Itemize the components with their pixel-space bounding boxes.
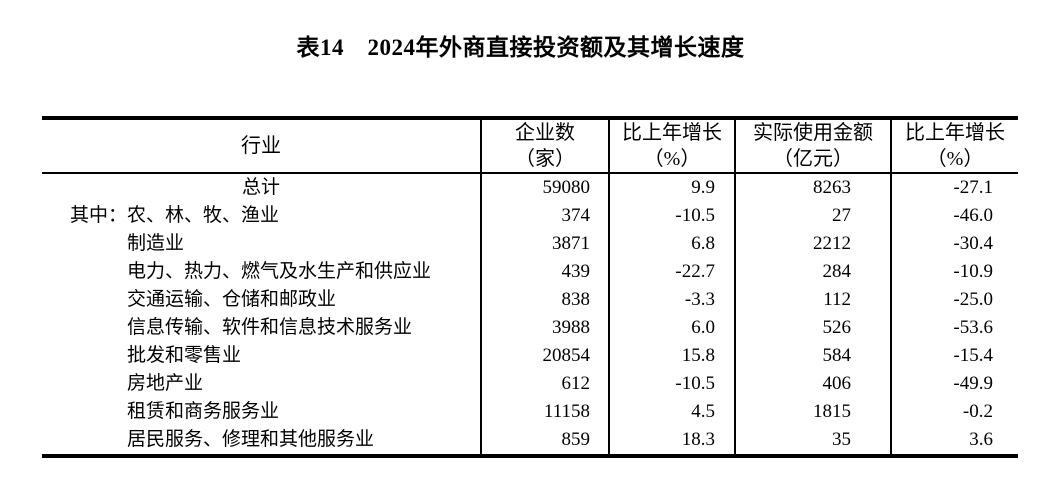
enterprises-cell: 838 (481, 286, 610, 314)
industry-cell: 信息传输、软件和信息技术服务业 (42, 314, 482, 342)
enterprise-growth-cell: 4.5 (609, 398, 736, 426)
enterprise-growth-cell: 6.8 (609, 230, 736, 258)
industry-name: 信息传输、软件和信息技术服务业 (127, 317, 413, 338)
table-row: 电力、热力、燃气及水生产和供应业 439 -22.7 284 -10.9 (42, 258, 1018, 286)
enterprises-cell: 439 (481, 258, 610, 286)
industry-cell: 房地产业 (42, 370, 482, 398)
table-body: 总计 59080 9.9 8263 -27.1 其中：农、林、牧、渔业 374 -10.5 27… (42, 173, 1018, 456)
col-header-label: 企业数 (515, 122, 575, 144)
industry-cell: 批发和零售业 (42, 342, 482, 370)
table-row: 房地产业 612 -10.5 406 -49.9 (42, 370, 1018, 398)
table-row: 居民服务、修理和其他服务业 859 18.3 35 3.6 (42, 426, 1018, 456)
col-header-industry: 行业 (42, 118, 482, 174)
col-header-label: 行业 (241, 135, 281, 157)
page-title: 表14 2024年外商直接投资额及其增长速度 (296, 35, 745, 60)
enterprises-cell: 612 (481, 370, 610, 398)
industry-cell: 交通运输、仓储和邮政业 (42, 286, 482, 314)
amount-cell: 35 (735, 426, 892, 456)
industry-name: 批发和零售业 (127, 345, 242, 366)
amount-cell: 2212 (735, 230, 892, 258)
amount-cell: 8263 (735, 173, 892, 202)
amount-cell: 526 (735, 314, 892, 342)
industry-cell: 总计 (42, 173, 482, 202)
amount-growth-cell: -27.1 (953, 177, 993, 198)
enterprise-growth-cell: -3.3 (609, 286, 736, 314)
enterprise-growth-cell: -10.5 (609, 202, 736, 230)
industry-cell: 租赁和商务服务业 (42, 398, 482, 426)
industry-cell: 其中：农、林、牧、渔业 (42, 202, 482, 230)
amount-cell: 284 (735, 258, 892, 286)
col-header-label: 比上年增长 (622, 122, 722, 144)
table-row: 信息传输、软件和信息技术服务业 3988 6.0 526 -53.6 (42, 314, 1018, 342)
industry-cell: 电力、热力、燃气及水生产和供应业 (42, 258, 482, 286)
table-header: 行业 企业数 （家） 比上年增长 （%） 实际使用金额 （亿元） 比上年增长 （… (42, 118, 1018, 174)
industry-cell: 制造业 (42, 230, 482, 258)
amount-growth-cell: -46.0 (953, 205, 993, 226)
amount-growth-cell: -49.9 (953, 373, 993, 394)
fdi-table: 行业 企业数 （家） 比上年增长 （%） 实际使用金额 （亿元） 比上年增长 （… (42, 116, 1018, 458)
amount-growth-cell: -53.6 (953, 317, 993, 338)
table-row: 其中：农、林、牧、渔业 374 -10.5 27 -46.0 (42, 202, 1018, 230)
amount-growth-cell: -25.0 (953, 289, 993, 310)
amount-cell: 112 (735, 286, 892, 314)
industry-cell: 居民服务、修理和其他服务业 (42, 426, 482, 456)
header-row: 行业 企业数 （家） 比上年增长 （%） 实际使用金额 （亿元） 比上年增长 （… (42, 118, 1018, 174)
amount-cell: 1815 (735, 398, 892, 426)
col-header-unit: （%） (926, 148, 984, 170)
table-row: 交通运输、仓储和邮政业 838 -3.3 112 -25.0 (42, 286, 1018, 314)
col-header-enterprises: 企业数 （家） (481, 118, 610, 174)
enterprise-growth-cell: 15.8 (609, 342, 736, 370)
amount-growth-cell: -30.4 (953, 233, 993, 254)
enterprise-growth-cell: -10.5 (609, 370, 736, 398)
amount-growth-cell: 3.6 (969, 429, 993, 450)
amount-cell: 27 (735, 202, 892, 230)
enterprises-cell: 20854 (481, 342, 610, 370)
industry-name: 农、林、牧、渔业 (127, 205, 280, 226)
enterprises-cell: 59080 (481, 173, 610, 202)
enterprise-growth-cell: 6.0 (609, 314, 736, 342)
enterprise-growth-cell: 9.9 (609, 173, 736, 202)
amount-growth-cell: -10.9 (953, 261, 993, 282)
amount-growth-cell: -0.2 (962, 401, 993, 422)
industry-name: 房地产业 (127, 373, 204, 394)
enterprise-growth-cell: 18.3 (609, 426, 736, 456)
table-row: 租赁和商务服务业 11158 4.5 1815 -0.2 (42, 398, 1018, 426)
table-row: 总计 59080 9.9 8263 -27.1 (42, 173, 1018, 202)
amount-cell: 584 (735, 342, 892, 370)
col-header-growth-amount: 比上年增长 （%） (891, 118, 1018, 174)
table-row: 制造业 3871 6.8 2212 -30.4 (42, 230, 1018, 258)
enterprises-cell: 3871 (481, 230, 610, 258)
col-header-unit: （亿元） (773, 148, 853, 170)
table-row: 批发和零售业 20854 15.8 584 -15.4 (42, 342, 1018, 370)
enterprise-growth-cell: -22.7 (609, 258, 736, 286)
enterprises-cell: 859 (481, 426, 610, 456)
industry-name: 制造业 (127, 233, 185, 254)
enterprises-cell: 3988 (481, 314, 610, 342)
col-header-growth-enterprises: 比上年增长 （%） (609, 118, 736, 174)
industry-name: 总计 (241, 177, 280, 198)
enterprises-cell: 11158 (481, 398, 610, 426)
row-prefix: 其中： (70, 205, 128, 226)
col-header-unit: （家） (515, 148, 575, 170)
industry-name: 电力、热力、燃气及水生产和供应业 (127, 261, 432, 282)
col-header-unit: （%） (643, 148, 701, 170)
industry-name: 租赁和商务服务业 (127, 401, 280, 422)
enterprises-cell: 374 (481, 202, 610, 230)
industry-name: 交通运输、仓储和邮政业 (127, 289, 337, 310)
col-header-label: 实际使用金额 (753, 122, 873, 144)
col-header-label: 比上年增长 (905, 122, 1005, 144)
col-header-amount: 实际使用金额 （亿元） (735, 118, 892, 174)
amount-growth-cell: -15.4 (953, 345, 993, 366)
amount-cell: 406 (735, 370, 892, 398)
industry-name: 居民服务、修理和其他服务业 (127, 429, 375, 450)
